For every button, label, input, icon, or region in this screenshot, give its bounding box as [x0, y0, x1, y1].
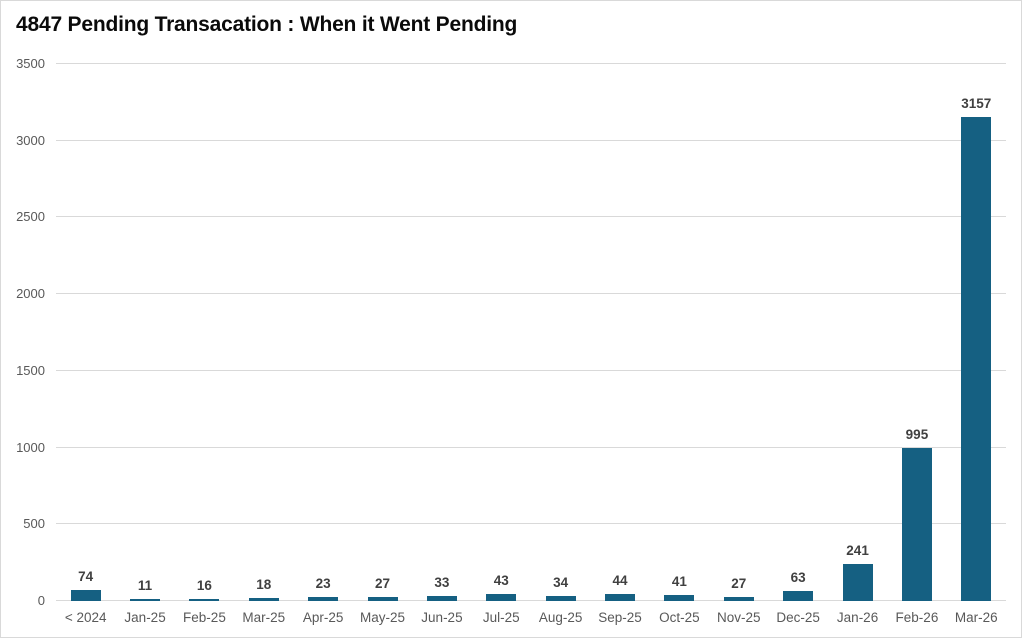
gridline — [56, 63, 1006, 64]
x-axis-tick-label: Nov-25 — [717, 610, 761, 625]
x-axis-tick-label: Jan-26 — [836, 610, 879, 625]
gridline — [56, 446, 1006, 448]
bar-value-label: 27 — [731, 575, 747, 591]
gridline — [56, 369, 1006, 371]
y-axis-tick-label: 2500 — [16, 209, 45, 225]
bar — [545, 595, 576, 601]
bar-value-label: 241 — [846, 543, 869, 559]
x-axis-tick-label: Aug-25 — [538, 610, 583, 625]
bar-value-label: 33 — [434, 574, 450, 590]
gridline — [56, 139, 1006, 141]
bar — [605, 594, 636, 601]
y-axis-tick-label: 3000 — [16, 132, 45, 148]
x-axis-tick-label: Jun-25 — [421, 610, 463, 625]
bar-value-label: 11 — [137, 578, 153, 594]
chart-title: 4847 Pending Transacation : When it Went… — [16, 13, 518, 36]
bar — [70, 589, 101, 601]
bar-value-label: 43 — [493, 573, 509, 589]
x-axis-tick-label: Feb-26 — [895, 610, 939, 625]
x-axis-tick-label: Mar-26 — [954, 610, 998, 625]
x-axis-tick-label: Sep-25 — [598, 610, 642, 625]
bar-value-label: 41 — [671, 573, 687, 589]
x-axis-tick-label: Dec-25 — [776, 610, 820, 625]
x-axis-tick-label: Apr-25 — [302, 610, 344, 625]
bar-value-label: 63 — [790, 570, 806, 586]
y-axis-tick-label: 0 — [37, 593, 45, 608]
x-axis-tick-label: Oct-25 — [659, 610, 700, 625]
bar — [367, 596, 398, 601]
plot-area: 0 500 1000 1500 2000 2500 3000 3500 74 < 2024 11 Ja… — [16, 56, 1006, 625]
bar-value-label: 995 — [905, 427, 929, 443]
gridline — [56, 523, 1006, 525]
bar — [308, 597, 339, 601]
bar-value-label: 3157 — [961, 95, 992, 111]
bar — [842, 564, 873, 601]
bar — [901, 448, 932, 601]
x-axis-tick-label: Mar-25 — [242, 610, 286, 625]
gridline — [56, 216, 1006, 218]
bar-value-label: 23 — [315, 576, 331, 592]
x-axis-tick-label: Jul-25 — [482, 610, 520, 625]
y-axis-tick-label: 1000 — [16, 439, 45, 455]
gridline — [56, 293, 1006, 295]
y-axis-tick-label: 3500 — [16, 56, 45, 71]
bar-value-label: 44 — [612, 573, 628, 589]
x-axis-tick-label: < 2024 — [64, 610, 107, 625]
bar-value-label: 16 — [196, 577, 212, 593]
x-axis-tick-label: Jan-25 — [124, 610, 166, 625]
bar-value-label: 18 — [256, 577, 272, 593]
bar-value-label: 74 — [78, 568, 94, 584]
bar — [961, 116, 992, 601]
x-axis-tick-label: Feb-25 — [183, 610, 226, 625]
bar — [664, 594, 695, 601]
bar — [426, 595, 457, 601]
bar — [486, 594, 517, 601]
bar — [723, 596, 754, 601]
y-axis-tick-label: 2000 — [16, 286, 45, 302]
bar-value-label: 34 — [553, 574, 569, 590]
y-axis-tick-label: 1500 — [16, 362, 45, 378]
bar-value-label: 27 — [375, 575, 391, 591]
x-axis-tick-label: May-25 — [360, 610, 406, 625]
bar — [248, 598, 279, 601]
bar — [189, 598, 220, 601]
bar — [130, 599, 161, 601]
gridline — [56, 600, 1006, 601]
y-axis-tick-label: 500 — [23, 516, 45, 532]
bar — [783, 591, 814, 601]
